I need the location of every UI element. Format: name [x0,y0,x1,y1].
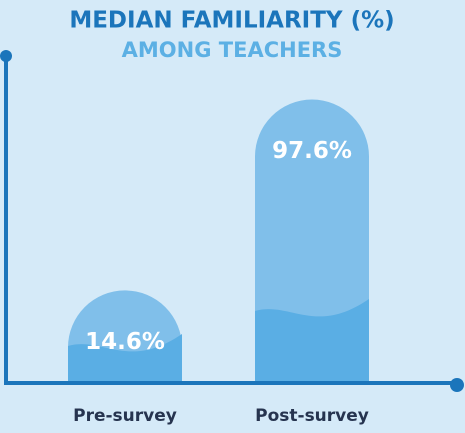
value-label: 97.6% [272,138,352,164]
value-label: 14.6% [85,329,165,355]
axis-dot [450,378,464,392]
bar [255,99,369,381]
x-tick-label: Post-survey [255,406,369,426]
bar-wave [255,299,369,381]
x-tick-label: Pre-survey [73,406,177,426]
axis-dot [0,50,12,62]
bar-wave [68,334,182,381]
chart-title: MEDIAN FAMILIARITY (%) [69,8,394,34]
bars [68,99,369,381]
chart-subtitle: AMONG TEACHERS [122,38,343,62]
